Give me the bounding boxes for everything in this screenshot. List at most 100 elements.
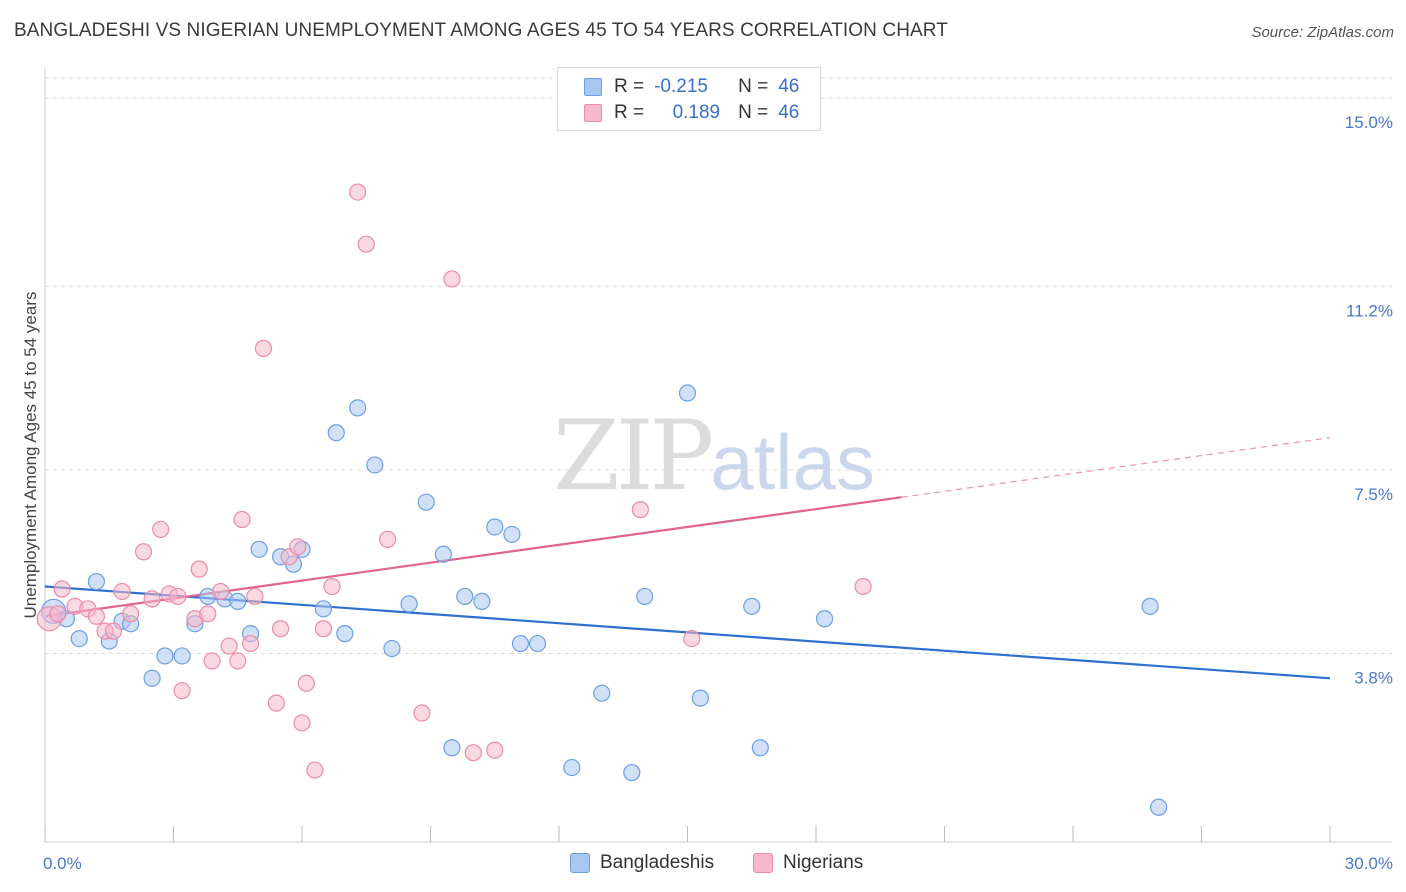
correlation-legend: R = -0.215 N = 46 R = 0.189 N = 46 bbox=[557, 67, 821, 131]
bangladeshi-point bbox=[473, 592, 491, 610]
source-label: Source: ZipAtlas.com bbox=[1251, 24, 1394, 41]
bangladeshi-point bbox=[250, 540, 268, 558]
nigerian-point bbox=[486, 741, 504, 759]
bangladeshi-point bbox=[623, 763, 641, 782]
nigerian-point bbox=[220, 637, 238, 655]
bangladeshi-point bbox=[87, 572, 106, 591]
nigerian-point bbox=[631, 501, 649, 519]
nigerian-point bbox=[49, 605, 67, 623]
legend-n-value: 46 bbox=[778, 102, 800, 123]
nigerian-point bbox=[113, 582, 131, 601]
y-tick-label: 3.8% bbox=[1354, 668, 1393, 687]
y-tick-label: 7.5% bbox=[1354, 485, 1393, 504]
bangladeshi-point bbox=[528, 634, 547, 653]
bangladeshi-point bbox=[691, 689, 709, 707]
bangladeshi-point bbox=[815, 610, 834, 628]
bangladeshi-point bbox=[593, 684, 611, 702]
legend-swatch-bangladeshis bbox=[584, 78, 602, 96]
legend-r-label: R = bbox=[614, 76, 645, 97]
legend-r-value: -0.215 bbox=[654, 76, 708, 97]
bangladeshi-point bbox=[229, 592, 247, 610]
legend-n-value: 46 bbox=[778, 76, 800, 97]
watermark: ZIPatlas bbox=[553, 400, 875, 512]
series-legend-bangladeshis: Bangladeshis bbox=[570, 852, 714, 874]
bangladeshi-point bbox=[70, 629, 88, 648]
bangladeshi-point bbox=[443, 739, 461, 757]
bangladeshi-point bbox=[156, 647, 174, 665]
x-tick-label: 30.0% bbox=[1345, 854, 1393, 873]
legend-n-label: N = bbox=[738, 76, 769, 97]
nigerian-point bbox=[271, 620, 290, 638]
bangladeshi-point bbox=[417, 493, 435, 511]
grid bbox=[45, 77, 1392, 654]
chart-title: BANGLADESHI VS NIGERIAN UNEMPLOYMENT AMO… bbox=[14, 20, 948, 41]
nigerian-point bbox=[254, 339, 273, 357]
legend-r-label: R = bbox=[614, 102, 645, 123]
watermark-atlas: atlas bbox=[710, 418, 875, 506]
nigerian-point bbox=[293, 714, 311, 732]
series-legend-nigerians: Nigerians bbox=[753, 852, 863, 874]
nigerian-point bbox=[379, 530, 397, 548]
bangladeshi-point bbox=[751, 739, 769, 757]
bangladeshi-point bbox=[636, 587, 654, 606]
nigerian-point bbox=[289, 538, 307, 556]
bangladeshis-label: Bangladeshis bbox=[600, 852, 715, 873]
nigerian-point bbox=[199, 605, 217, 623]
legend-row-nigerians: R = 0.189 N = 46 bbox=[584, 101, 799, 125]
nigerian-point bbox=[464, 744, 482, 762]
bangladeshi-point bbox=[503, 525, 521, 544]
nigerian-point bbox=[169, 587, 187, 606]
nigerian-point bbox=[104, 622, 123, 640]
tick-labels: 3.8% 7.5% 11.2% 15.0% 0.0% 30.0% bbox=[43, 113, 1393, 873]
nigerian-point bbox=[152, 520, 170, 539]
bangladeshi-point bbox=[511, 634, 530, 653]
bangladeshi-point bbox=[456, 587, 474, 606]
nigerian-point bbox=[323, 577, 341, 596]
nigerian-point bbox=[349, 183, 367, 201]
nigerian-point bbox=[306, 761, 324, 779]
bangladeshi-point bbox=[327, 424, 345, 442]
bangladeshi-point bbox=[383, 639, 401, 658]
nigerians-label: Nigerians bbox=[783, 852, 864, 873]
nigerian-point bbox=[443, 270, 461, 288]
bangladeshi-point bbox=[366, 456, 384, 474]
trend-line-nigerians bbox=[44, 496, 902, 618]
y-tick-label: 11.2% bbox=[1346, 301, 1393, 320]
bangladeshi-point bbox=[173, 647, 191, 665]
nigerian-point bbox=[683, 629, 701, 648]
legend-row-bangladeshis: R = -0.215 N = 46 bbox=[584, 75, 799, 99]
bangladeshi-point bbox=[349, 399, 367, 417]
bangladeshi-point bbox=[678, 384, 697, 402]
nigerian-point bbox=[242, 634, 260, 653]
legend-r-value: 0.189 bbox=[672, 102, 721, 123]
nigerian-point bbox=[246, 587, 264, 606]
bangladeshi-point bbox=[143, 669, 161, 687]
nigerian-point bbox=[229, 652, 247, 670]
nigerian-point bbox=[854, 577, 872, 596]
nigerian-point bbox=[173, 682, 191, 700]
nigerian-point bbox=[122, 605, 140, 623]
axes bbox=[44, 68, 1392, 843]
bangladeshi-point bbox=[1141, 597, 1159, 615]
watermark-zip: ZIP bbox=[553, 400, 714, 512]
nigerians-swatch bbox=[753, 853, 773, 873]
nigerian-point bbox=[314, 620, 333, 638]
nigerian-point bbox=[53, 580, 71, 598]
nigerian-point bbox=[267, 694, 285, 712]
nigerian-point bbox=[134, 543, 153, 561]
nigerian-point bbox=[357, 235, 375, 253]
y-tick-label: 15.0% bbox=[1345, 113, 1393, 132]
bangladeshi-point bbox=[336, 625, 354, 643]
nigerian-point bbox=[143, 590, 161, 608]
nigerian-point bbox=[413, 704, 431, 722]
nigerian-point bbox=[212, 582, 230, 601]
nigerian-point bbox=[190, 560, 208, 578]
trend-line-extension bbox=[901, 437, 1331, 498]
data-points bbox=[36, 183, 1168, 816]
nigerian-point bbox=[87, 607, 106, 625]
bangladeshi-point bbox=[563, 758, 581, 777]
legend-n-label: N = bbox=[738, 102, 769, 123]
y-axis-title: Unemployment Among Ages 45 to 54 years bbox=[21, 292, 40, 619]
bangladeshi-point bbox=[1150, 798, 1168, 816]
